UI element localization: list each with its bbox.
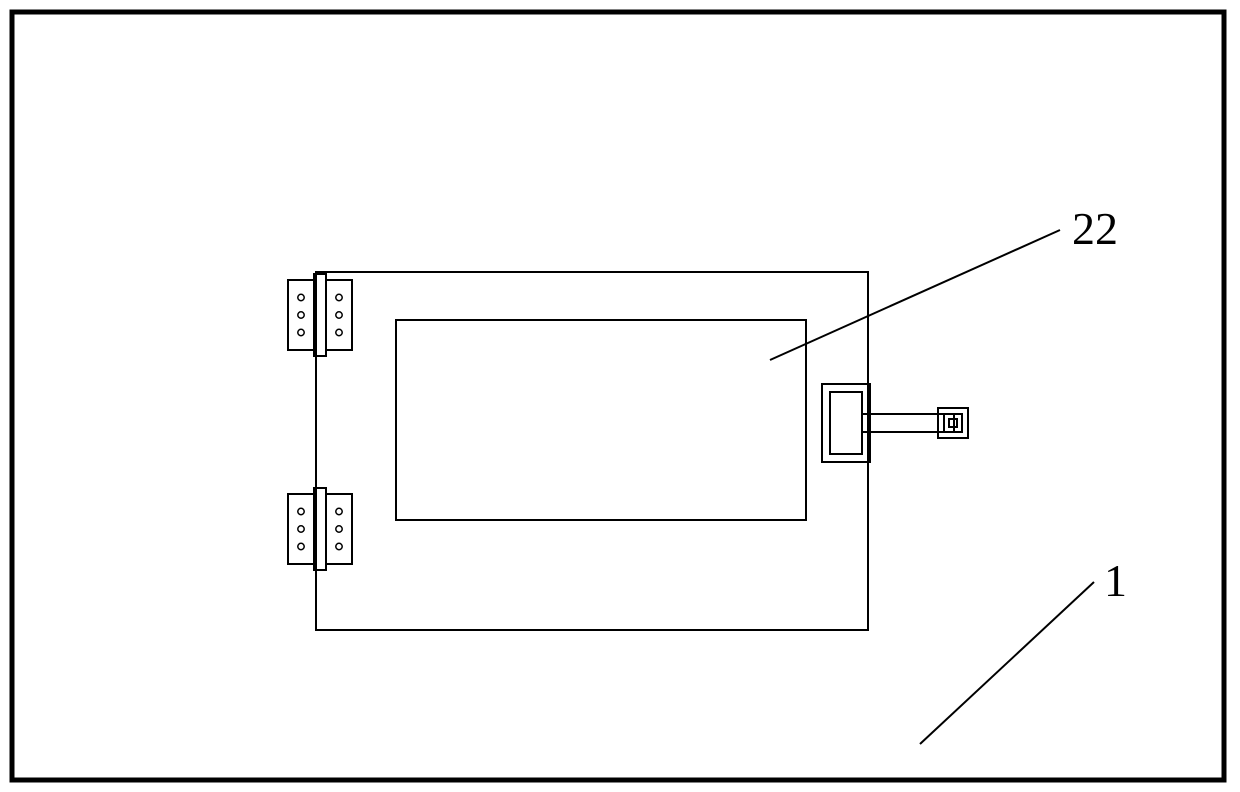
door-window	[396, 320, 806, 520]
door-panel[interactable]	[316, 272, 868, 630]
hinge-screw	[298, 312, 304, 318]
hinge-leaf-left	[288, 494, 314, 564]
callout-1-leader	[920, 582, 1094, 744]
hinge-leaf-left	[288, 280, 314, 350]
hinge-top	[288, 274, 352, 356]
hinge-screw	[298, 526, 304, 532]
callout-22-label: 22	[1072, 203, 1118, 254]
handle-plate-inner	[830, 392, 862, 454]
callout-22-leader	[770, 230, 1060, 360]
hinge-screw	[298, 329, 304, 335]
hinge-screw	[336, 526, 342, 532]
outer-frame	[12, 12, 1224, 780]
hinge-screw	[336, 329, 342, 335]
hinge-screw	[298, 543, 304, 549]
hinge-screw	[298, 294, 304, 300]
hinge-screw	[298, 508, 304, 514]
hinge-screw	[336, 294, 342, 300]
hinge-screw	[336, 508, 342, 514]
hinge-screw	[336, 312, 342, 318]
hinge-leaf-right	[326, 280, 352, 350]
hinge-leaf-right	[326, 494, 352, 564]
callout-1-label: 1	[1104, 555, 1127, 606]
hinge-bottom	[288, 488, 352, 570]
handle-lever[interactable]	[862, 414, 954, 432]
hinge-screw	[336, 543, 342, 549]
